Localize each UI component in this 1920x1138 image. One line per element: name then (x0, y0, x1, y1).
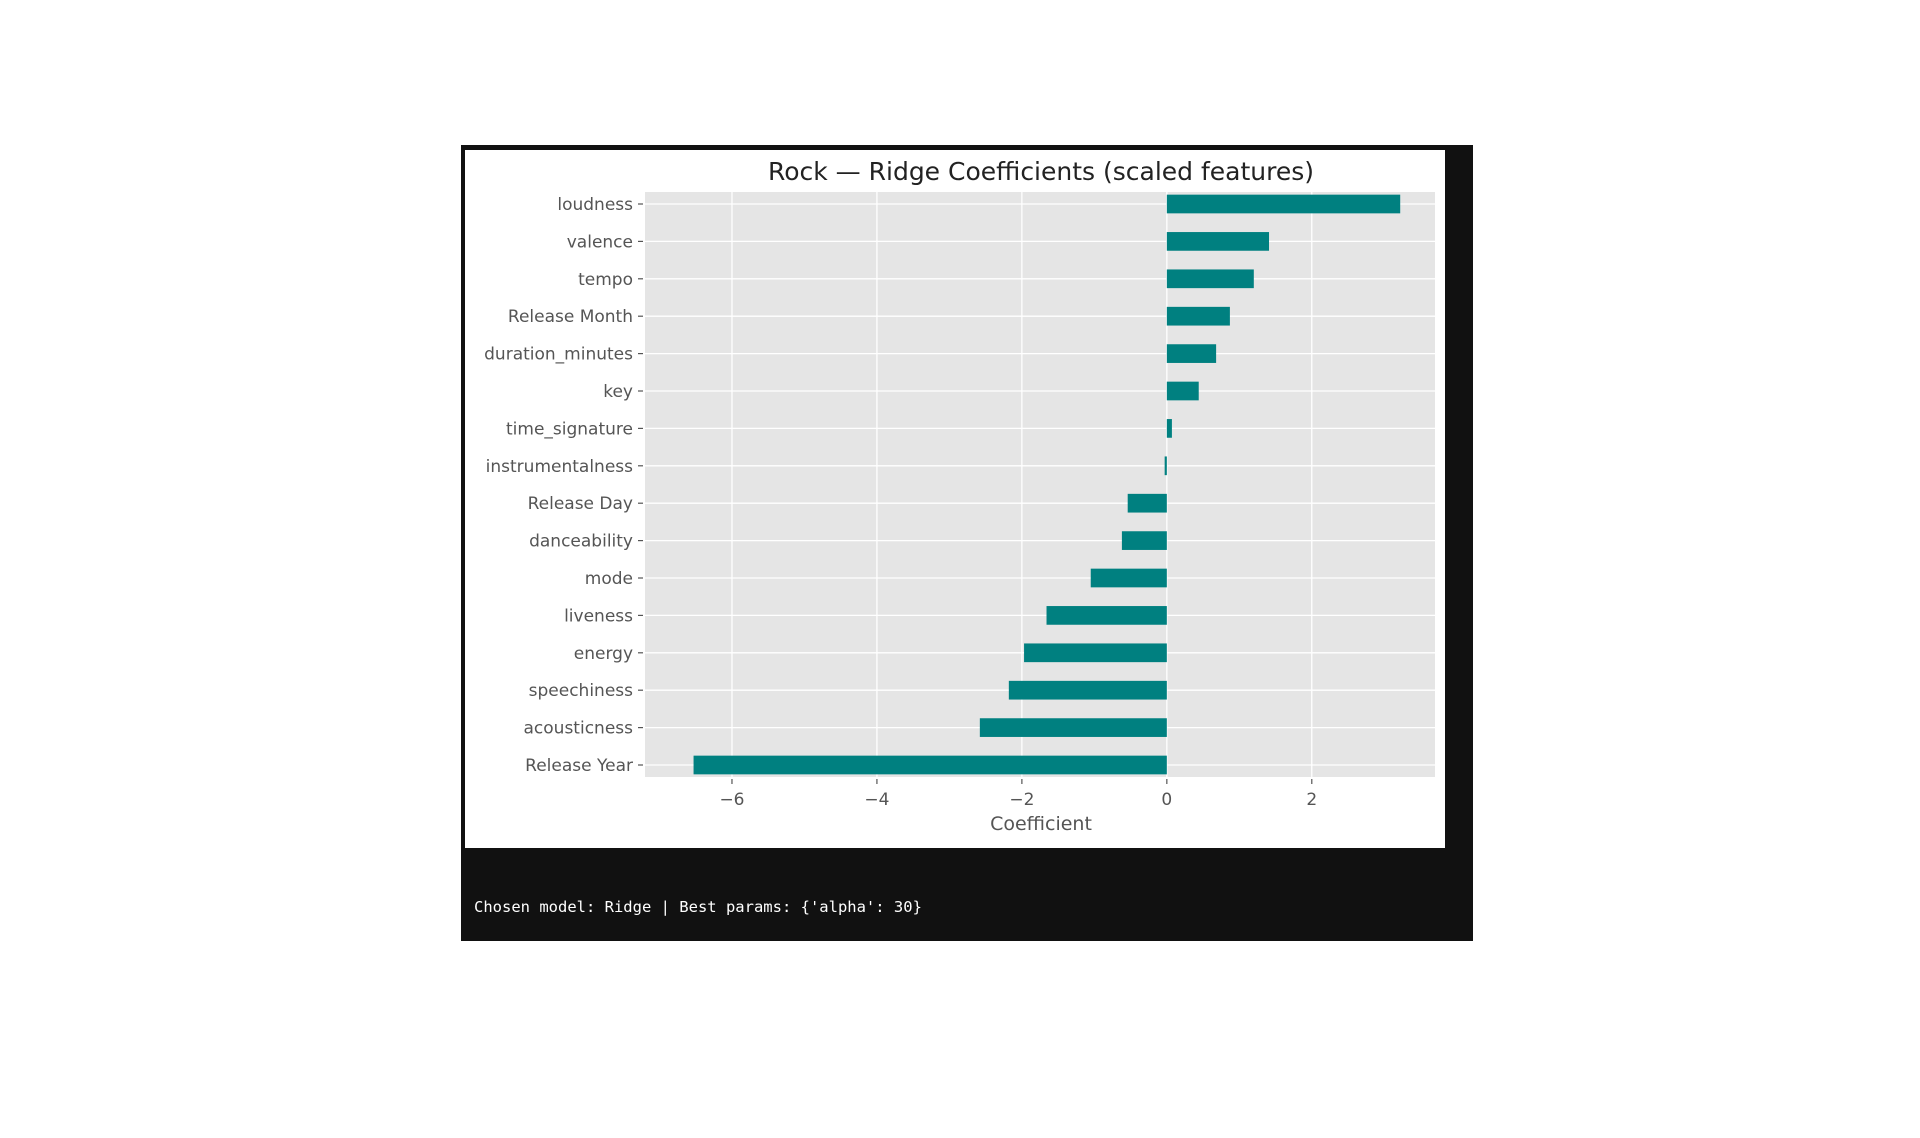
y-tick-label: energy (574, 644, 633, 664)
y-tick-label: Release Day (528, 494, 633, 514)
y-tick-label: key (603, 382, 633, 402)
console-line-scores: Scores: {'R2_test': 0.26476557540101775,… (474, 964, 1398, 982)
bar (1166, 232, 1270, 251)
plot-area (645, 192, 1435, 777)
chart-figure: Rock — Ridge Coefficients (scaled featur… (465, 150, 1445, 848)
bar (1008, 680, 1167, 700)
bars (693, 194, 1401, 775)
console-line-chosen-model: Chosen model: Ridge | Best params: {'alp… (474, 898, 922, 916)
y-tick-label: duration_minutes (484, 345, 633, 365)
bar (1166, 194, 1401, 214)
y-tick-label: loudness (557, 195, 633, 215)
y-tick-label: liveness (564, 606, 633, 626)
console-line-pca-r2: PCA pipeline R² (test): 0.20392966855863… (474, 1096, 876, 1114)
x-tick-label: 2 (1306, 790, 1317, 810)
bar (1090, 568, 1167, 588)
y-tick-label: time_signature (506, 419, 633, 439)
bar (1166, 419, 1172, 438)
x-tick-label: 0 (1161, 790, 1172, 810)
y-tick-label: Release Month (508, 307, 633, 327)
console-line-scores-continued: 2459, 'best_params': {'alpha': 30}} (474, 1030, 801, 1048)
ridge-coefficients-chart: Rock — Ridge Coefficients (scaled featur… (484, 157, 1435, 835)
y-tick-label: tempo (578, 270, 633, 290)
bar (1024, 643, 1167, 663)
y-axis-ticks: loudness valence tempo Release Month duratio… (484, 195, 643, 776)
bar (1166, 306, 1230, 326)
x-tick-label: −6 (719, 790, 744, 810)
x-axis-ticks: −6 −4 −2 0 2 (719, 779, 1317, 810)
x-tick-label: −4 (864, 790, 889, 810)
x-tick-label: −2 (1009, 790, 1034, 810)
bar (1166, 381, 1199, 401)
y-tick-label: danceability (529, 532, 633, 552)
bar (979, 718, 1167, 737)
y-tick-label: valence (567, 232, 633, 252)
bar (1166, 344, 1217, 363)
console-output: Chosen model: Ridge | Best params: {'alp… (474, 852, 1464, 1138)
bar (693, 755, 1167, 775)
x-axis-label: Coefficient (990, 813, 1092, 835)
bar (1166, 269, 1254, 289)
bar (1127, 493, 1167, 513)
y-tick-label: speechiness (529, 681, 634, 701)
y-tick-label: acousticness (524, 719, 634, 739)
bar (1121, 531, 1167, 550)
bar (1164, 456, 1167, 476)
chart-title: Rock — Ridge Coefficients (scaled featur… (768, 157, 1314, 186)
y-tick-label: instrumentalness (486, 457, 633, 477)
y-tick-label: mode (585, 569, 633, 589)
y-tick-label: Release Year (525, 756, 633, 776)
bar (1046, 606, 1167, 625)
